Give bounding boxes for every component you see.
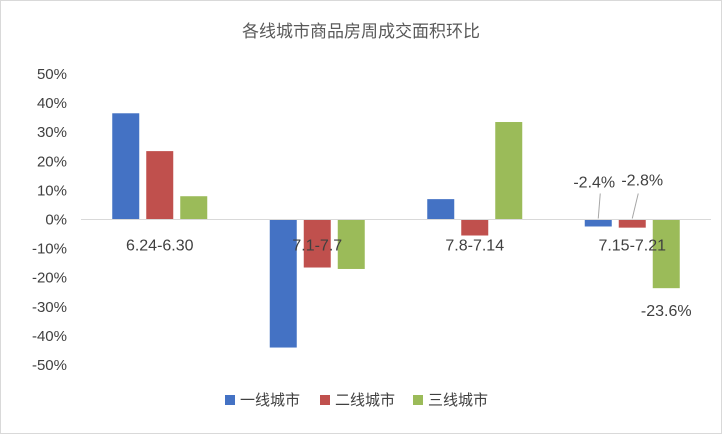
legend-swatch [225,395,235,405]
data-label: -2.8% [621,173,663,190]
legend-label: 二线城市 [335,391,395,409]
y-tick-label: 20% [37,153,67,170]
data-label-leader-line [631,193,639,219]
y-tick-label: 40% [37,95,67,112]
y-tick-label: -20% [32,270,67,287]
x-tick-label: 7.8-7.14 [445,238,504,255]
bar-series-1-cat-3 [427,199,455,220]
chart-title: 各线城市商品房周成交面积环比 [242,22,480,42]
bar-series-3-cat-1 [180,196,208,220]
y-tick-label: 30% [37,124,67,141]
bar-series-1-cat-1 [112,113,140,220]
bar-series-2-cat-1 [146,151,174,220]
y-tick-label: -40% [32,328,67,345]
y-tick-label: 10% [37,182,67,199]
y-tick-label: -30% [32,299,67,316]
x-tick-label: 6.24-6.30 [126,238,194,255]
data-label-leader-line [597,193,601,219]
legend-label: 三线城市 [428,391,488,409]
bars [112,113,680,348]
x-axis-labels: 6.24-6.30 7.1-7.7 7.8-7.14 7.15-7.21 [126,238,666,255]
y-tick-label: -50% [32,357,67,374]
y-axis: 50% 40% 30% 20% 10% 0% -10% -20% -30% -40% -50% [32,66,67,374]
x-tick-label: 7.1-7.7 [292,238,342,255]
data-label: -2.4% [573,175,615,192]
legend-swatch [320,395,330,405]
legend-swatch [413,395,423,405]
bar-series-3-cat-2 [337,219,365,269]
data-labels: -2.4% -2.8% -23.6% [573,173,691,321]
y-tick-label: -10% [32,241,67,258]
y-tick-label: 0% [45,212,67,229]
bar-series-3-cat-3 [495,122,523,220]
data-label: -23.6% [641,303,692,320]
bar-series-2-cat-3 [461,219,489,236]
bar-series-2-cat-4 [618,219,646,228]
x-tick-label: 7.15-7.21 [598,238,666,255]
legend-label: 一线城市 [240,391,300,409]
y-tick-label: 50% [37,66,67,83]
bar-series-1-cat-4 [584,219,612,227]
bar-series-1-cat-2 [269,219,297,348]
bar-series-2-cat-2 [303,219,331,268]
bar-series-3-cat-4 [652,219,680,289]
legend: 一线城市 二线城市 三线城市 [225,391,488,409]
